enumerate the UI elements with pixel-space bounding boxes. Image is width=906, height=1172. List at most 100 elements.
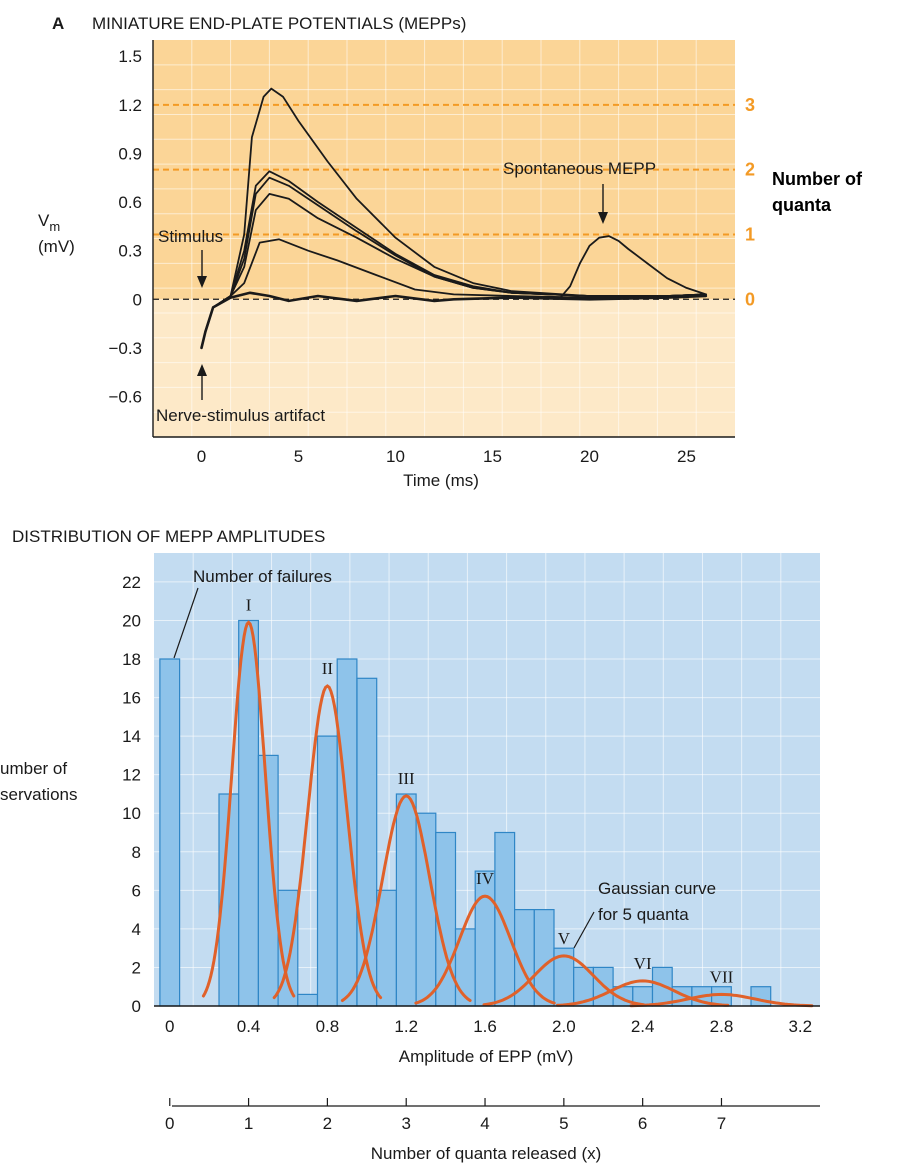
gaussian-label: VI	[634, 954, 652, 973]
panel-b-y-label-line1: umber of	[0, 759, 67, 778]
gaussian-note-line2: for 5 quanta	[598, 905, 689, 924]
panel-b-x-label: Amplitude of EPP (mV)	[399, 1047, 573, 1066]
x-tick-label: 0.4	[237, 1017, 261, 1036]
quanta-level-label: 2	[745, 160, 755, 180]
histogram-bar	[395, 793, 417, 1007]
histogram-bar	[159, 658, 181, 1007]
x-tick-label: 0.8	[316, 1017, 340, 1036]
gaussian-curve	[556, 979, 730, 1007]
y-tick-label: 0.3	[118, 242, 142, 261]
gaussian-curve	[629, 992, 814, 1008]
y-tick-label: 0.9	[118, 144, 142, 163]
gaussian-curves	[201, 620, 814, 1008]
mepp-traces	[200, 87, 708, 350]
gaussian-curve	[272, 684, 383, 1000]
panel-a-x-ticks: 0 5 10 15 20 25	[197, 447, 696, 466]
x-tick-label: 1.2	[394, 1017, 418, 1036]
y-tick-label: 1.2	[118, 96, 142, 115]
y-tick-label: 2	[132, 958, 141, 977]
histogram-bar	[376, 889, 398, 1007]
histogram-bar	[297, 993, 319, 1007]
panel-a: A MINIATURE END-PLATE POTENTIALS (MEPPs)…	[38, 14, 863, 490]
stimulus-arrowhead-icon	[197, 276, 207, 288]
panel-b-x-ticks: 0 0.4 0.8 1.2 1.6 2.0 2.4 2.8 3.2	[165, 1017, 812, 1036]
x-tick-label: 2.0	[552, 1017, 576, 1036]
gaussian-note-line1: Gaussian curve	[598, 879, 716, 898]
y-tick-label: 6	[132, 881, 141, 900]
failures-annotation: Number of failures	[193, 567, 332, 586]
quanta-tick-label: 4	[480, 1114, 489, 1133]
x-tick-label: 0	[197, 447, 206, 466]
x-tick-label: 25	[677, 447, 696, 466]
quanta-tick-label: 6	[638, 1114, 647, 1133]
x-tick-label: 10	[386, 447, 405, 466]
panel-a-grid	[153, 40, 735, 437]
histogram-bar	[415, 812, 437, 1007]
panel-a-y-ticks: 1.5 1.2 0.9 0.6 0.3 0 −0.3 −0.6	[108, 47, 142, 406]
gaussian-note-pointer	[573, 911, 595, 949]
panel-b-y-label-line2: servations	[0, 785, 77, 804]
gaussian-label: IV	[476, 869, 495, 888]
stimulus-annotation: Stimulus	[158, 227, 223, 246]
gaussian-curve	[201, 620, 296, 998]
histogram-bar	[474, 870, 496, 1007]
y-tick-label: 18	[122, 650, 141, 669]
quanta-released-axis: 0 1 2 3 4 5 6 7	[165, 1098, 820, 1133]
x-tick-label: 20	[580, 447, 599, 466]
x-tick-label: 0	[165, 1017, 174, 1036]
gaussian-label: III	[398, 769, 415, 788]
x-tick-label: 3.2	[788, 1017, 812, 1036]
quanta-level-labels: 3 2 1 0	[745, 95, 755, 309]
quanta-tick-label: 7	[717, 1114, 726, 1133]
quanta-tick-label: 3	[401, 1114, 410, 1133]
x-tick-label: 1.6	[473, 1017, 497, 1036]
y-tick-label: 12	[122, 766, 141, 785]
y-tick-label: 14	[122, 727, 141, 746]
mepp-trace	[559, 235, 707, 299]
panel-a-x-label: Time (ms)	[403, 471, 479, 490]
histogram-bar	[336, 658, 358, 1007]
panel-a-label: A	[52, 14, 64, 33]
histogram-bar	[238, 619, 259, 1007]
histogram-bars	[159, 619, 772, 1007]
quanta-tick-label: 0	[165, 1114, 174, 1133]
failures-pointer	[173, 587, 199, 659]
quanta-level-label: 3	[745, 95, 755, 115]
gaussian-curve	[414, 894, 556, 1005]
panel-a-lower-band	[153, 299, 735, 437]
quanta-tick-label: 1	[244, 1114, 253, 1133]
y-tick-label: −0.6	[108, 387, 142, 406]
quanta-level-label: 1	[745, 224, 755, 244]
y-tick-label: 22	[122, 573, 141, 592]
y-tick-label: 1.5	[118, 47, 142, 66]
quanta-axis-title-line2: quanta	[772, 195, 832, 215]
histogram-bar	[316, 735, 338, 1007]
x-tick-label: 2.8	[710, 1017, 734, 1036]
gaussian-label: VII	[710, 967, 734, 986]
y-tick-label: 10	[122, 804, 141, 823]
panel-a-y-unit: (mV)	[38, 237, 75, 256]
quanta-tick-label: 5	[559, 1114, 568, 1133]
y-tick-label: −0.3	[108, 339, 142, 358]
y-tick-label: 0	[133, 290, 142, 309]
panel-a-axes	[152, 40, 735, 438]
artifact-arrowhead-icon	[197, 364, 207, 376]
panel-b-y-ticks: 0 2 4 6 8 10 12 14 16 18 20 22	[122, 573, 141, 1016]
gaussian-label: V	[558, 929, 571, 948]
quanta-tick-label: 2	[323, 1114, 332, 1133]
y-tick-label: 0	[132, 997, 141, 1016]
panel-b: DISTRIBUTION OF MEPP AMPLITUDES IIIIIIIV…	[0, 527, 820, 1163]
artifact-annotation: Nerve-stimulus artifact	[156, 406, 325, 425]
gaussian-label: II	[322, 659, 334, 678]
spontaneous-arrowhead-icon	[598, 212, 608, 224]
panel-b-title: DISTRIBUTION OF MEPP AMPLITUDES	[12, 527, 325, 546]
y-tick-label: 16	[122, 689, 141, 708]
y-tick-label: 4	[132, 920, 141, 939]
quanta-released-label: Number of quanta released (x)	[371, 1144, 602, 1163]
y-tick-label: 8	[132, 843, 141, 862]
x-tick-label: 2.4	[631, 1017, 655, 1036]
histogram-bar	[750, 986, 772, 1007]
spontaneous-annotation: Spontaneous MEPP	[503, 159, 656, 178]
